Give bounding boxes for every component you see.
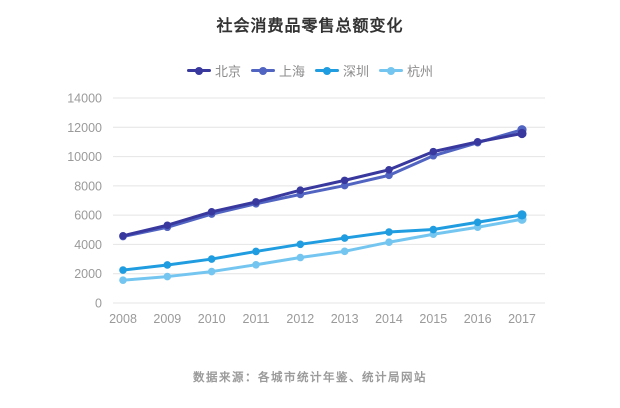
x-tick-label: 2016: [464, 312, 492, 326]
x-tick-label: 2008: [109, 312, 137, 326]
y-tick-label: 6000: [74, 209, 102, 223]
data-point-shenzhen-2015: [429, 225, 438, 234]
series-line-shenzhen: [121, 213, 524, 272]
x-tick-label: 2012: [286, 312, 314, 326]
series-hangzhou: [119, 214, 527, 284]
y-tick-label: 14000: [67, 92, 102, 106]
data-point-hangzhou-2009: [163, 272, 172, 281]
x-tick-label: 2013: [331, 312, 359, 326]
data-point-shenzhen-2013: [340, 234, 349, 242]
data-point-shanghai-2013: [340, 181, 349, 190]
y-tick-label: 2000: [74, 267, 102, 281]
data-point-shenzhen-2014: [385, 228, 393, 236]
data-point-beijing-2015: [429, 147, 438, 156]
data-point-shenzhen-2008: [119, 266, 127, 274]
x-tick-label: 2015: [419, 312, 447, 326]
y-tick-label: 12000: [67, 121, 102, 135]
legend-label: 杭州: [407, 64, 434, 79]
series-line-hangzhou: [121, 217, 524, 282]
data-point-shenzhen-2016: [473, 218, 482, 227]
legend-line-dot-icon: [315, 66, 339, 76]
legend-line-dot-icon: [250, 66, 275, 76]
data-point-hangzhou-2013: [340, 247, 349, 256]
data-point-shenzhen-2017: [517, 210, 527, 220]
data-point-beijing-2010: [207, 207, 216, 216]
series-beijing: [119, 128, 527, 240]
legend-label: 深圳: [343, 64, 370, 79]
series-line-shanghai: [121, 128, 524, 239]
data-point-hangzhou-2010: [207, 267, 216, 276]
data-point-hangzhou-2008: [119, 276, 127, 284]
data-point-beijing-2008: [119, 232, 127, 240]
series-line-beijing: [121, 132, 524, 238]
data-point-beijing-2016: [473, 138, 482, 146]
legend-item-beijing[interactable]: 北京: [186, 61, 241, 80]
data-point-beijing-2013: [340, 176, 349, 185]
chart-title: 社会消费品零售总额变化: [216, 18, 404, 35]
legend-item-hangzhou[interactable]: 杭州: [379, 61, 433, 80]
x-tick-label: 2014: [375, 312, 403, 326]
data-point-beijing-2011: [252, 198, 260, 206]
series-shenzhen: [119, 210, 527, 274]
legend-label: 上海: [278, 64, 305, 79]
x-tick-label: 2017: [508, 312, 536, 326]
legend-label: 北京: [214, 64, 241, 79]
data-point-shenzhen-2011: [252, 247, 260, 256]
legend-line-dot-icon: [379, 66, 404, 76]
data-point-shenzhen-2012: [296, 240, 305, 249]
data-source-note: 数据来源：各城市统计年鉴、统计局网站: [193, 372, 427, 384]
data-point-shenzhen-2010: [207, 255, 216, 263]
data-point-hangzhou-2014: [385, 238, 393, 247]
legend: 北京 上海 深圳 杭州: [0, 61, 620, 80]
data-point-hangzhou-2011: [252, 260, 260, 269]
gridlines: [113, 97, 545, 304]
y-tick-label: 0: [95, 297, 102, 311]
x-axis-tick-labels: 2008 2009 2010 2011 2012 2013 2014 2015 2016 2017: [109, 312, 536, 326]
y-tick-label: 10000: [67, 150, 102, 164]
data-point-beijing-2014: [385, 165, 393, 174]
x-tick-label: 2009: [153, 312, 181, 326]
y-tick-label: 4000: [74, 238, 102, 252]
y-tick-label: 8000: [74, 179, 102, 193]
x-tick-label: 2010: [198, 312, 226, 326]
legend-item-shanghai[interactable]: 上海: [250, 61, 305, 80]
data-point-shanghai-2014: [385, 171, 393, 180]
data-point-shenzhen-2009: [163, 261, 172, 269]
data-point-hangzhou-2012: [296, 253, 305, 262]
data-point-beijing-2012: [296, 186, 305, 195]
y-axis-tick-labels: 0 2000 4000 6000 8000 10000 12000 14000: [67, 92, 102, 311]
x-tick-label: 2011: [243, 312, 270, 326]
legend-item-shenzhen[interactable]: 深圳: [315, 61, 369, 80]
data-point-beijing-2009: [163, 221, 172, 230]
data-point-beijing-2017: [517, 128, 527, 139]
legend-line-dot-icon: [186, 66, 211, 76]
